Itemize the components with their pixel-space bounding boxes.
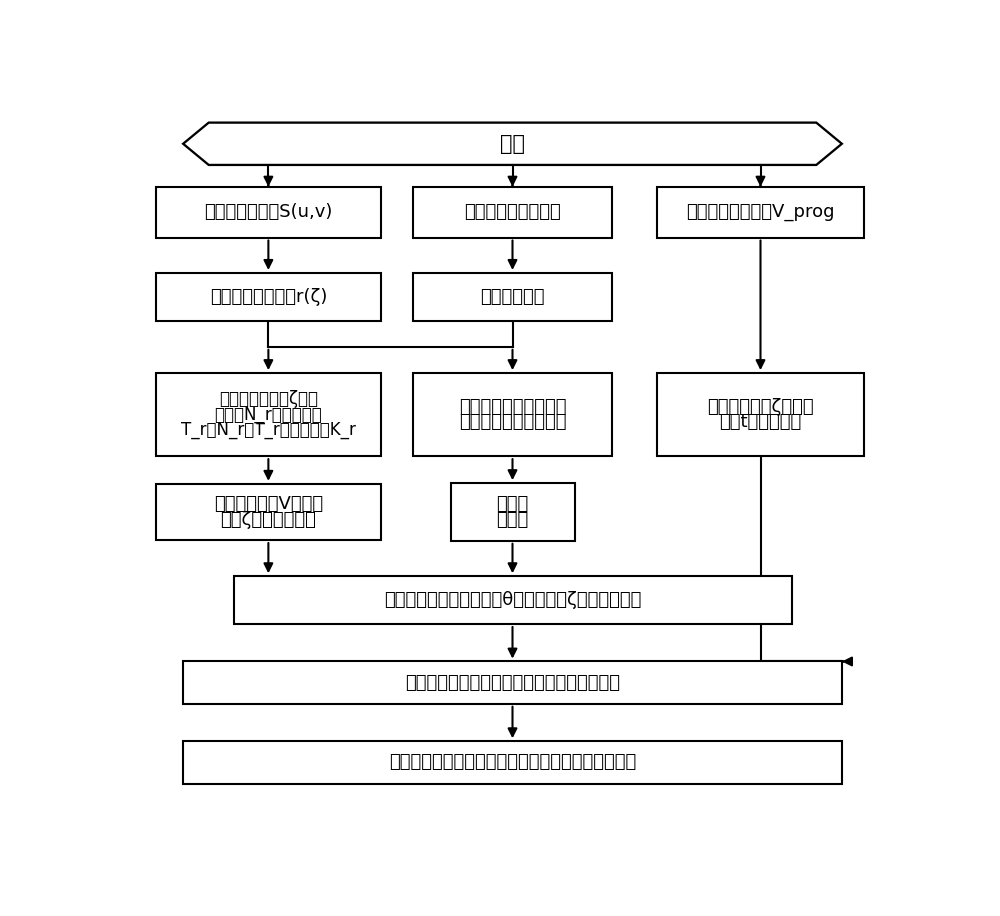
FancyBboxPatch shape: [413, 373, 612, 456]
Text: 待加工曲面方程S(u,v): 待加工曲面方程S(u,v): [204, 203, 333, 221]
FancyBboxPatch shape: [156, 484, 381, 540]
Text: 开始: 开始: [500, 134, 525, 154]
FancyBboxPatch shape: [183, 741, 842, 783]
FancyBboxPatch shape: [234, 576, 792, 624]
Text: 计算曲线参数点ζ处单: 计算曲线参数点ζ处单: [219, 390, 318, 409]
FancyBboxPatch shape: [657, 373, 864, 456]
FancyBboxPatch shape: [450, 483, 574, 540]
Text: 的逆向运动学变换方程: 的逆向运动学变换方程: [459, 413, 566, 431]
Text: 轴矢量: 轴矢量: [496, 511, 529, 529]
Text: T_r、N_r与T_r的叉乘向量K_r: T_r、N_r与T_r的叉乘向量K_r: [181, 421, 356, 439]
Text: 机床加工进给速度V_prog: 机床加工进给速度V_prog: [686, 203, 835, 221]
Text: 建立机床旋转进给轴的速度、加速度计算函数: 建立机床旋转进给轴的速度、加速度计算函数: [405, 673, 620, 692]
FancyBboxPatch shape: [156, 187, 381, 237]
Text: 坐标系传递链: 坐标系传递链: [480, 288, 545, 306]
Text: 建立机床旋转进给轴转角θ与曲线参数ζ的函数关系式: 建立机床旋转进给轴转角θ与曲线参数ζ的函数关系式: [384, 591, 641, 609]
FancyBboxPatch shape: [657, 187, 864, 237]
Text: 初始刀: 初始刀: [496, 496, 529, 513]
Text: 对刀轴矢量光顺、避免旋转进给轴运动特性剧烈变化: 对刀轴矢量光顺、避免旋转进给轴运动特性剧烈变化: [389, 753, 636, 771]
FancyBboxPatch shape: [156, 273, 381, 321]
Text: 位法矢N_r、单位切矢: 位法矢N_r、单位切矢: [214, 406, 322, 423]
Text: 时间t的函数关系: 时间t的函数关系: [719, 413, 802, 431]
Text: 刀轴矢量到旋转进给轴: 刀轴矢量到旋转进给轴: [459, 398, 566, 416]
Text: 确定刀具轨迹曲线r(ζ): 确定刀具轨迹曲线r(ζ): [210, 288, 327, 306]
FancyBboxPatch shape: [413, 187, 612, 237]
FancyBboxPatch shape: [156, 373, 381, 456]
Text: 五轴机床的结构类型: 五轴机床的结构类型: [464, 203, 561, 221]
Text: 参数ζ的函数关系式: 参数ζ的函数关系式: [220, 511, 316, 529]
Polygon shape: [183, 123, 842, 165]
FancyBboxPatch shape: [183, 661, 842, 703]
Text: 建立曲线参数ζ与加工: 建立曲线参数ζ与加工: [707, 398, 814, 416]
Text: 建立刀轴矢量V与曲线: 建立刀轴矢量V与曲线: [214, 496, 323, 513]
FancyBboxPatch shape: [413, 273, 612, 321]
